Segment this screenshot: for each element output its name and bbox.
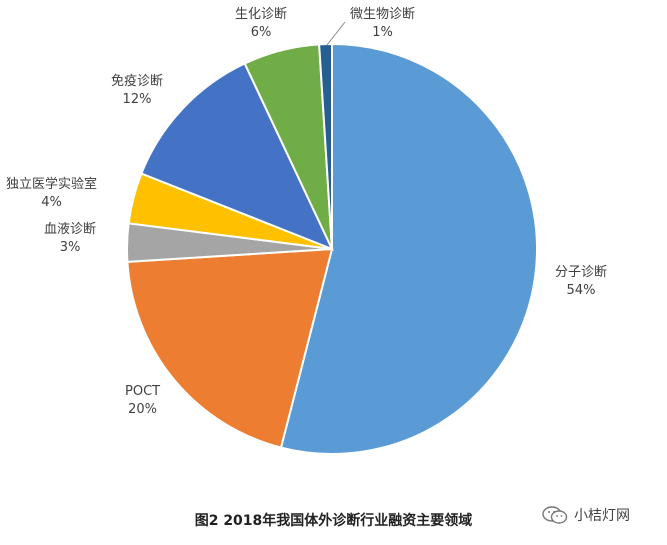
leader-line-微生物诊断	[326, 21, 346, 46]
wechat-icon	[542, 506, 568, 524]
figure-caption: 图2 2018年我国体外诊断行业融资主要领域	[194, 513, 473, 529]
label-POCT: POCT 20%	[125, 383, 160, 419]
label-percent: 6%	[250, 25, 272, 40]
label-分子诊断: 分子诊断 54%	[555, 264, 607, 300]
label-name: 免疫诊断	[111, 74, 164, 89]
label-name: POCT	[125, 384, 161, 399]
pie-slice-免疫诊断	[140, 62, 334, 251]
label-percent: 12%	[122, 92, 152, 107]
label-微生物诊断: 微生物诊断 1%	[350, 6, 415, 42]
label-血液诊断: 血液诊断 3%	[44, 221, 96, 257]
label-name: 独立医学实验室	[6, 177, 98, 192]
pie-slice-POCT	[126, 247, 334, 449]
label-免疫诊断: 免疫诊断 12%	[111, 73, 163, 109]
pie-slice-分子诊断	[279, 42, 538, 455]
pie-slice-微生物诊断	[318, 42, 333, 250]
label-percent: 4%	[41, 195, 62, 210]
label-独立医学实验室: 独立医学实验室 4%	[6, 176, 97, 212]
label-percent: 54%	[566, 283, 596, 298]
label-name: 分子诊断	[555, 265, 608, 280]
label-name: 血液诊断	[44, 222, 97, 237]
label-name: 生化诊断	[235, 7, 288, 22]
label-percent: 20%	[128, 402, 157, 417]
label-生化诊断: 生化诊断 6%	[235, 6, 287, 42]
watermark: 小桔灯网	[542, 505, 630, 525]
label-percent: 1%	[372, 25, 393, 40]
watermark-text: 小桔灯网	[574, 508, 630, 524]
label-percent: 3%	[59, 240, 81, 255]
label-name: 微生物诊断	[350, 7, 416, 22]
